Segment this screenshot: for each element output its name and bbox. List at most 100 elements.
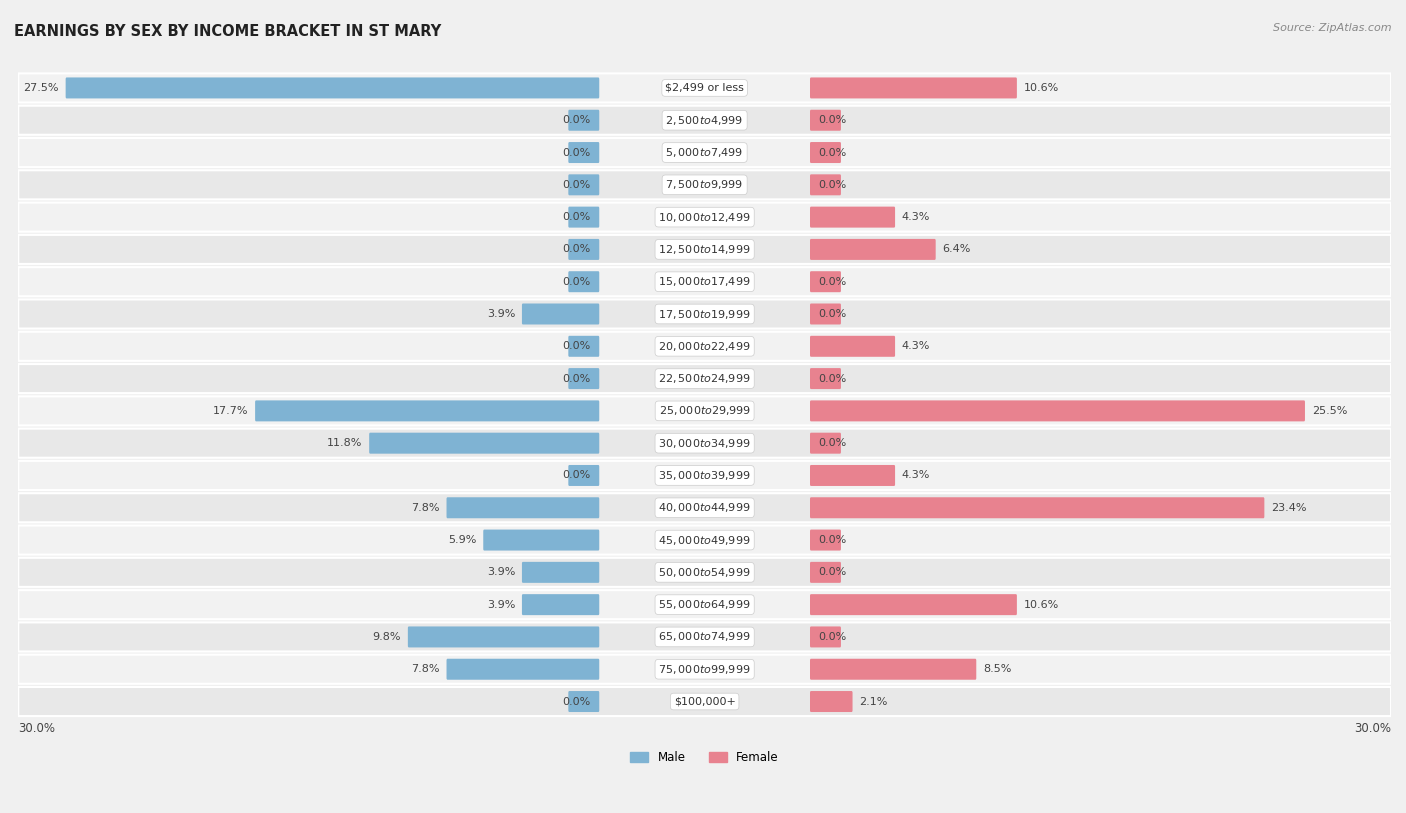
Text: 30.0%: 30.0% [18, 723, 55, 736]
FancyBboxPatch shape [522, 562, 599, 583]
Text: $50,000 to $54,999: $50,000 to $54,999 [658, 566, 751, 579]
Text: 3.9%: 3.9% [486, 567, 515, 577]
FancyBboxPatch shape [810, 77, 1017, 98]
Text: 10.6%: 10.6% [1024, 600, 1059, 610]
FancyBboxPatch shape [810, 562, 841, 583]
FancyBboxPatch shape [18, 106, 1391, 135]
Text: $40,000 to $44,999: $40,000 to $44,999 [658, 502, 751, 515]
FancyBboxPatch shape [18, 299, 1391, 328]
Text: 7.8%: 7.8% [412, 502, 440, 513]
Text: 0.0%: 0.0% [818, 309, 846, 319]
Text: $65,000 to $74,999: $65,000 to $74,999 [658, 630, 751, 643]
Text: 0.0%: 0.0% [562, 180, 591, 189]
Text: 0.0%: 0.0% [562, 697, 591, 706]
Text: 0.0%: 0.0% [562, 374, 591, 384]
FancyBboxPatch shape [810, 498, 1264, 518]
Text: 11.8%: 11.8% [328, 438, 363, 448]
Legend: Male, Female: Male, Female [626, 746, 783, 768]
FancyBboxPatch shape [18, 170, 1391, 199]
FancyBboxPatch shape [18, 235, 1391, 264]
Text: 7.8%: 7.8% [412, 664, 440, 674]
Text: 0.0%: 0.0% [818, 180, 846, 189]
FancyBboxPatch shape [408, 627, 599, 647]
Text: 0.0%: 0.0% [818, 115, 846, 125]
FancyBboxPatch shape [568, 110, 599, 131]
Text: $10,000 to $12,499: $10,000 to $12,499 [658, 211, 751, 224]
FancyBboxPatch shape [810, 368, 841, 389]
Text: 0.0%: 0.0% [562, 276, 591, 287]
FancyBboxPatch shape [810, 400, 1305, 421]
Text: 0.0%: 0.0% [562, 471, 591, 480]
Text: $5,000 to $7,499: $5,000 to $7,499 [665, 146, 744, 159]
FancyBboxPatch shape [484, 529, 599, 550]
FancyBboxPatch shape [18, 493, 1391, 522]
Text: 6.4%: 6.4% [942, 245, 970, 254]
FancyBboxPatch shape [810, 594, 1017, 615]
FancyBboxPatch shape [810, 272, 841, 292]
FancyBboxPatch shape [568, 207, 599, 228]
Text: 0.0%: 0.0% [562, 115, 591, 125]
Text: $7,500 to $9,999: $7,500 to $9,999 [665, 178, 744, 191]
FancyBboxPatch shape [568, 691, 599, 712]
FancyBboxPatch shape [447, 498, 599, 518]
FancyBboxPatch shape [810, 627, 841, 647]
Text: 9.8%: 9.8% [373, 632, 401, 642]
FancyBboxPatch shape [810, 110, 841, 131]
Text: 4.3%: 4.3% [901, 212, 931, 222]
FancyBboxPatch shape [370, 433, 599, 454]
FancyBboxPatch shape [18, 73, 1391, 102]
FancyBboxPatch shape [18, 397, 1391, 425]
Text: 3.9%: 3.9% [486, 600, 515, 610]
FancyBboxPatch shape [522, 303, 599, 324]
Text: 0.0%: 0.0% [818, 535, 846, 545]
FancyBboxPatch shape [18, 332, 1391, 361]
FancyBboxPatch shape [810, 433, 841, 454]
Text: 23.4%: 23.4% [1271, 502, 1306, 513]
FancyBboxPatch shape [568, 336, 599, 357]
FancyBboxPatch shape [18, 623, 1391, 651]
FancyBboxPatch shape [522, 594, 599, 615]
FancyBboxPatch shape [18, 590, 1391, 620]
Text: 2.1%: 2.1% [859, 697, 887, 706]
Text: EARNINGS BY SEX BY INCOME BRACKET IN ST MARY: EARNINGS BY SEX BY INCOME BRACKET IN ST … [14, 24, 441, 39]
FancyBboxPatch shape [18, 428, 1391, 458]
FancyBboxPatch shape [568, 465, 599, 486]
Text: $25,000 to $29,999: $25,000 to $29,999 [658, 404, 751, 417]
FancyBboxPatch shape [18, 138, 1391, 167]
Text: 0.0%: 0.0% [818, 374, 846, 384]
Text: $2,499 or less: $2,499 or less [665, 83, 744, 93]
FancyBboxPatch shape [810, 336, 896, 357]
Text: $17,500 to $19,999: $17,500 to $19,999 [658, 307, 751, 320]
FancyBboxPatch shape [568, 239, 599, 260]
Text: 25.5%: 25.5% [1312, 406, 1347, 416]
FancyBboxPatch shape [18, 687, 1391, 716]
Text: 3.9%: 3.9% [486, 309, 515, 319]
Text: 5.9%: 5.9% [449, 535, 477, 545]
FancyBboxPatch shape [18, 267, 1391, 296]
Text: 0.0%: 0.0% [562, 212, 591, 222]
Text: $55,000 to $64,999: $55,000 to $64,999 [658, 598, 751, 611]
Text: 17.7%: 17.7% [212, 406, 249, 416]
FancyBboxPatch shape [568, 142, 599, 163]
FancyBboxPatch shape [810, 659, 976, 680]
FancyBboxPatch shape [568, 368, 599, 389]
Text: $35,000 to $39,999: $35,000 to $39,999 [658, 469, 751, 482]
FancyBboxPatch shape [810, 207, 896, 228]
Text: $45,000 to $49,999: $45,000 to $49,999 [658, 533, 751, 546]
Text: $12,500 to $14,999: $12,500 to $14,999 [658, 243, 751, 256]
FancyBboxPatch shape [810, 529, 841, 550]
Text: 8.5%: 8.5% [983, 664, 1011, 674]
Text: 27.5%: 27.5% [24, 83, 59, 93]
Text: Source: ZipAtlas.com: Source: ZipAtlas.com [1274, 23, 1392, 33]
Text: $20,000 to $22,499: $20,000 to $22,499 [658, 340, 751, 353]
Text: 0.0%: 0.0% [818, 567, 846, 577]
FancyBboxPatch shape [18, 525, 1391, 554]
FancyBboxPatch shape [18, 364, 1391, 393]
FancyBboxPatch shape [18, 654, 1391, 684]
Text: 10.6%: 10.6% [1024, 83, 1059, 93]
FancyBboxPatch shape [18, 461, 1391, 490]
FancyBboxPatch shape [18, 558, 1391, 587]
FancyBboxPatch shape [568, 174, 599, 195]
Text: $30,000 to $34,999: $30,000 to $34,999 [658, 437, 751, 450]
FancyBboxPatch shape [810, 239, 935, 260]
